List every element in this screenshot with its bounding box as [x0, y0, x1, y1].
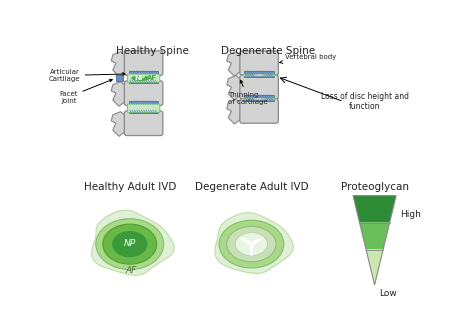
FancyBboxPatch shape [129, 110, 158, 113]
FancyBboxPatch shape [245, 98, 273, 101]
FancyBboxPatch shape [128, 74, 160, 82]
Ellipse shape [254, 74, 264, 76]
FancyBboxPatch shape [240, 99, 278, 123]
Polygon shape [111, 81, 127, 106]
Ellipse shape [96, 219, 164, 270]
FancyBboxPatch shape [240, 75, 278, 100]
Text: Healthy Spine: Healthy Spine [117, 46, 189, 56]
Text: Degenerate Spine: Degenerate Spine [221, 46, 315, 56]
Polygon shape [360, 222, 390, 249]
Polygon shape [366, 249, 383, 285]
Ellipse shape [227, 226, 276, 262]
FancyBboxPatch shape [129, 71, 158, 74]
Polygon shape [353, 196, 396, 222]
FancyBboxPatch shape [116, 75, 123, 81]
Polygon shape [227, 52, 242, 76]
Polygon shape [111, 112, 127, 136]
Text: Facet
Joint: Facet Joint [59, 79, 112, 104]
Polygon shape [91, 210, 174, 275]
FancyBboxPatch shape [243, 74, 275, 76]
FancyBboxPatch shape [245, 74, 273, 77]
FancyBboxPatch shape [245, 95, 273, 98]
Text: High: High [400, 210, 421, 219]
FancyBboxPatch shape [240, 51, 278, 75]
Text: NP: NP [134, 75, 145, 81]
Text: Articular
Cartilage: Articular Cartilage [48, 69, 125, 82]
FancyBboxPatch shape [129, 101, 158, 104]
Text: Vertebral body: Vertebral body [280, 54, 337, 63]
Text: Proteoglycan: Proteoglycan [341, 182, 409, 192]
Polygon shape [227, 100, 242, 124]
FancyBboxPatch shape [128, 104, 160, 113]
Polygon shape [111, 52, 127, 76]
Text: AF: AF [126, 266, 137, 275]
FancyBboxPatch shape [124, 51, 163, 75]
Ellipse shape [219, 220, 284, 268]
FancyBboxPatch shape [129, 80, 158, 83]
Ellipse shape [254, 98, 264, 100]
FancyBboxPatch shape [245, 71, 273, 74]
FancyBboxPatch shape [124, 111, 163, 136]
Text: AF: AF [147, 75, 157, 81]
Ellipse shape [235, 232, 267, 256]
Ellipse shape [103, 224, 157, 264]
FancyBboxPatch shape [124, 81, 163, 106]
Text: Loss of disc height and
function: Loss of disc height and function [320, 92, 409, 111]
Text: Low: Low [379, 289, 397, 298]
Polygon shape [215, 213, 293, 274]
Ellipse shape [131, 75, 150, 81]
Text: Thinning
of cartilage: Thinning of cartilage [228, 80, 268, 105]
Text: Healthy Adult IVD: Healthy Adult IVD [83, 182, 176, 192]
Polygon shape [227, 75, 242, 100]
FancyBboxPatch shape [243, 98, 275, 100]
Text: Degenerate Adult IVD: Degenerate Adult IVD [195, 182, 308, 192]
Text: NP: NP [124, 239, 136, 248]
Ellipse shape [112, 231, 147, 257]
